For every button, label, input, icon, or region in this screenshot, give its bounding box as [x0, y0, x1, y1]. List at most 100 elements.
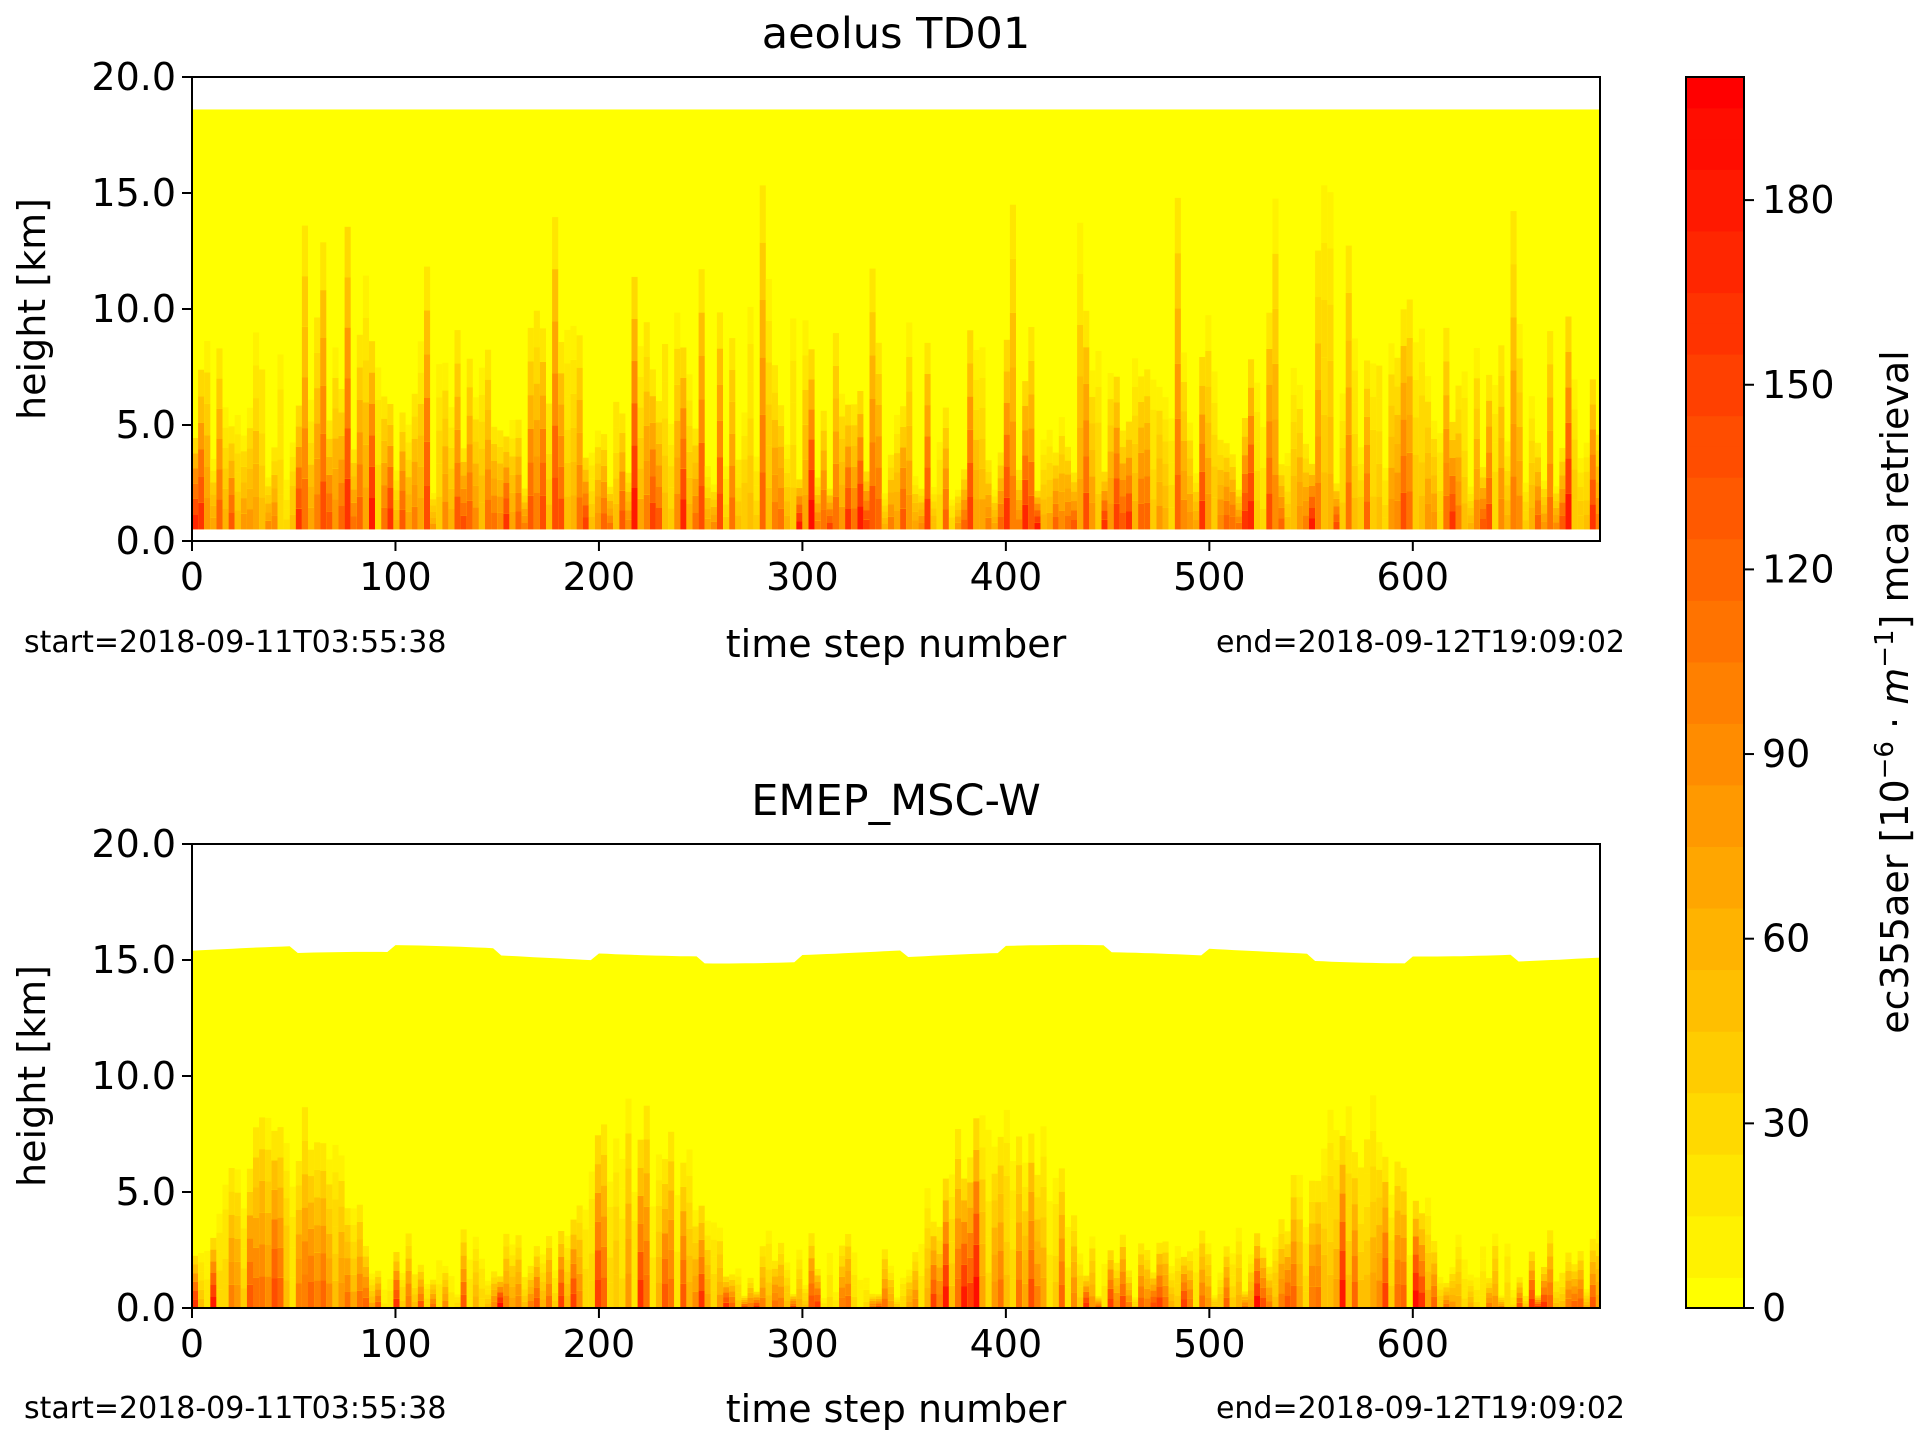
heat-cell — [430, 499, 437, 506]
heat-cell — [1174, 253, 1181, 309]
heat-cell — [826, 1264, 833, 1275]
heat-cell — [631, 487, 638, 530]
heat-cell — [1144, 476, 1151, 503]
heat-cell — [1180, 1256, 1187, 1266]
heat-cell — [826, 502, 833, 510]
heat-cell — [1022, 430, 1029, 456]
heat-cell — [417, 1286, 424, 1294]
heat-cell — [1058, 1261, 1065, 1285]
heat-cell — [1125, 493, 1132, 512]
heat-cell — [1003, 466, 1010, 498]
heat-cell — [430, 1298, 437, 1304]
heat-cell — [1083, 310, 1090, 348]
heat-cell — [1022, 1259, 1029, 1284]
colorbar-step — [1686, 354, 1744, 386]
heat-cell — [1516, 1282, 1523, 1288]
heat-cell — [887, 1279, 894, 1287]
heat-cell — [1229, 1264, 1236, 1276]
heat-cell — [1583, 514, 1590, 530]
heat-cell — [271, 1160, 278, 1190]
heat-cell — [1156, 386, 1163, 411]
heat-cell — [1467, 1274, 1474, 1281]
heat-cell — [1486, 1293, 1493, 1298]
colorbar-step — [1686, 1092, 1744, 1124]
start-time-label: start=2018-09-11T03:55:38 — [24, 625, 446, 660]
heat-cell — [1199, 1269, 1206, 1283]
heat-cell — [710, 1222, 717, 1240]
heat-cell — [546, 1260, 553, 1272]
heat-cell — [1364, 444, 1371, 474]
heat-cell — [430, 1293, 437, 1299]
heat-cell — [662, 1208, 669, 1234]
heat-cell — [1162, 419, 1169, 442]
heat-cell — [1101, 500, 1108, 511]
heat-cell — [326, 1258, 333, 1284]
heat-cell — [253, 1187, 260, 1218]
heat-cell — [497, 1276, 504, 1282]
heat-cell — [442, 1273, 449, 1280]
heat-cell — [228, 460, 235, 478]
heat-cell — [546, 1272, 553, 1284]
heat-cell — [393, 490, 400, 500]
heat-cell — [466, 472, 473, 501]
heat-cell — [1132, 443, 1139, 473]
heat-cell — [1516, 426, 1523, 461]
heat-cell — [1071, 510, 1078, 520]
heat-cell — [613, 1138, 620, 1173]
heat-cell — [875, 1303, 882, 1306]
y-tick-label: 5.0 — [116, 1170, 176, 1214]
heat-cell — [1162, 441, 1169, 464]
heat-cell — [350, 1274, 357, 1292]
heat-cell — [1071, 491, 1078, 502]
heat-cell — [1431, 1285, 1438, 1297]
heat-cell — [198, 1253, 205, 1263]
heat-cell — [1595, 450, 1600, 467]
heat-cell — [1223, 457, 1230, 472]
heat-cell — [552, 217, 559, 270]
heat-cell — [1425, 1197, 1432, 1216]
heat-cell — [973, 499, 980, 530]
heat-cell — [375, 399, 382, 433]
heat-cell — [448, 407, 455, 428]
heat-cell — [314, 388, 321, 424]
heat-cell — [271, 502, 278, 516]
heat-cell — [527, 495, 534, 530]
heat-cell — [1327, 248, 1334, 305]
heat-cell — [686, 1228, 693, 1256]
heat-cell — [918, 515, 925, 523]
x-tick-label: 300 — [766, 1322, 839, 1366]
heat-cell — [1235, 1254, 1242, 1268]
heat-cell — [1113, 1300, 1120, 1308]
heat-cell — [991, 516, 998, 523]
heat-cell — [765, 1243, 772, 1257]
heat-cell — [814, 1288, 821, 1295]
heat-cell — [1132, 500, 1139, 530]
heat-cell — [454, 1305, 461, 1308]
heat-cell — [643, 356, 650, 392]
heat-cell — [1235, 1281, 1242, 1295]
colorbar-step — [1686, 631, 1744, 663]
heat-cell — [1284, 453, 1291, 466]
heat-cell — [1394, 357, 1401, 387]
heat-cell — [826, 1252, 833, 1264]
heat-cell — [900, 406, 907, 427]
heat-cell — [1138, 1254, 1145, 1265]
heat-cell — [1040, 454, 1047, 470]
heat-cell — [863, 519, 870, 530]
heat-cell — [1437, 1295, 1444, 1302]
heat-cell — [442, 1266, 449, 1273]
heat-cell — [442, 390, 449, 419]
heat-cell — [1309, 1223, 1316, 1245]
heat-cell — [759, 414, 766, 472]
heat-cell — [607, 515, 614, 523]
heat-cell — [1205, 493, 1212, 530]
heat-cell — [399, 412, 406, 432]
colorbar-tick-label: 120 — [1762, 547, 1835, 591]
heat-cell — [405, 494, 412, 512]
heat-cell — [289, 457, 296, 472]
heat-cell — [631, 403, 638, 446]
heat-cell — [1504, 1282, 1511, 1296]
heat-cell — [1534, 1301, 1541, 1304]
heat-cell — [1394, 1283, 1401, 1308]
heat-cell — [369, 1290, 376, 1297]
